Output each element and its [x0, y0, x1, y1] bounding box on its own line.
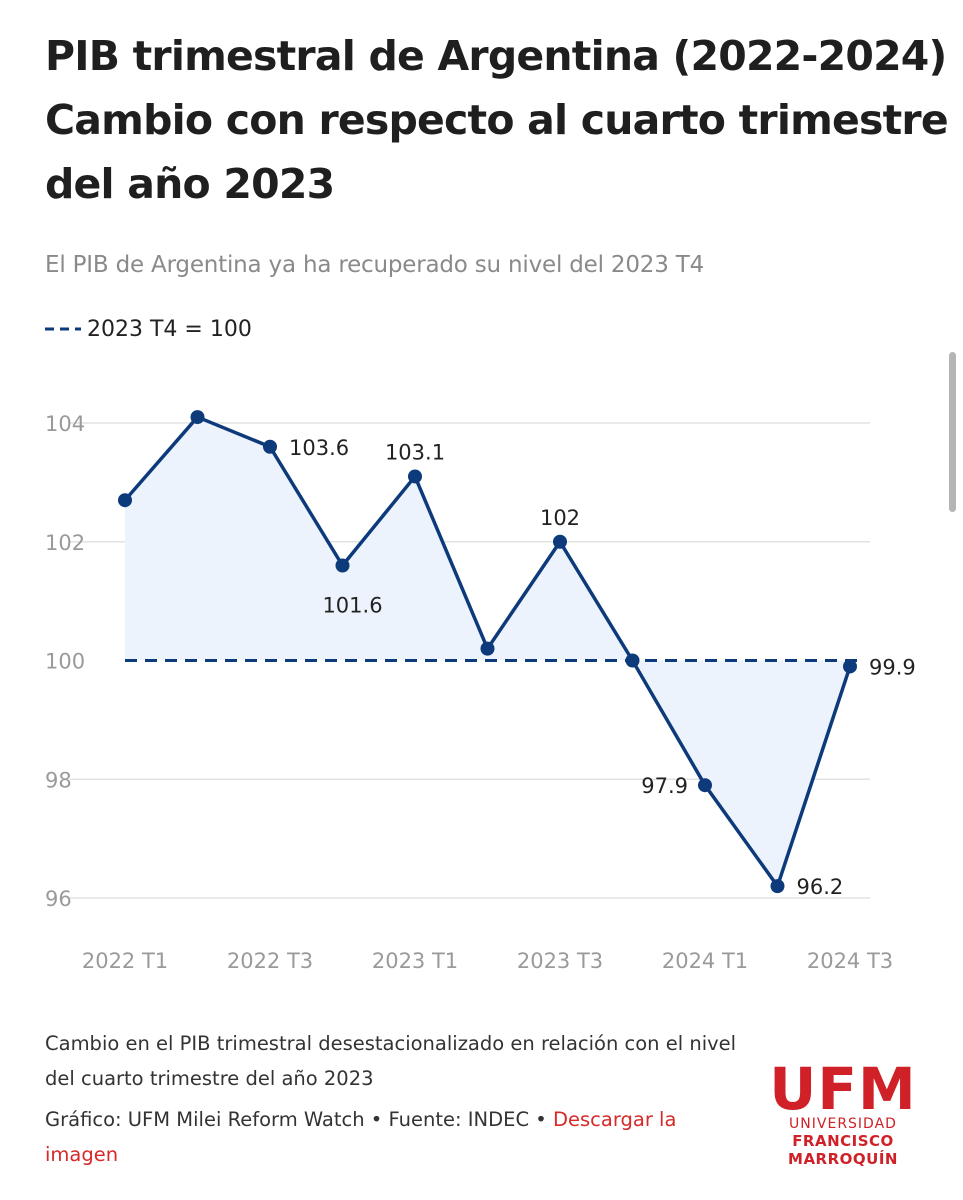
chart-title-line-1: PIB trimestral de Argentina (2022-2024) [45, 32, 947, 80]
x-tick-label: 2023 T3 [517, 949, 603, 973]
chart-subtitle: El PIB de Argentina ya ha recuperado su … [45, 252, 705, 278]
x-tick-label: 2024 T1 [662, 949, 748, 973]
ufm-logo: UFM UNIVERSIDAD FRANCISCO MARROQUÍN [768, 1055, 918, 1168]
dashed-line-icon [45, 327, 81, 331]
y-tick-label: 100 [45, 650, 85, 674]
line-chart: 96 98 100 102 104 103.6 101.6 103.1 102 97.9 96.2 9… [45, 410, 916, 973]
data-label: 99.9 [869, 655, 916, 679]
data-point [408, 469, 422, 484]
data-label: 102 [540, 506, 580, 530]
data-point [553, 534, 567, 549]
data-label: 103.6 [289, 436, 349, 460]
x-tick-label: 2023 T1 [372, 949, 458, 973]
y-tick-label: 98 [45, 768, 72, 792]
chart-title-line-3: del año 2023 [45, 160, 335, 208]
legend: 2023 T4 = 100 [45, 312, 252, 346]
data-point [190, 410, 205, 425]
data-point [263, 439, 277, 454]
data-point [843, 659, 857, 674]
y-tick-label: 104 [45, 412, 85, 436]
data-point [480, 641, 495, 656]
logo-line-3: MARROQUÍN [788, 1150, 898, 1168]
x-tick-label: 2022 T3 [227, 949, 313, 973]
y-tick-label: 102 [45, 531, 85, 555]
footer-notes: Cambio en el PIB trimestral desestaciona… [45, 1026, 745, 1172]
data-point [770, 879, 785, 894]
data-label: 97.9 [641, 774, 688, 798]
data-point [118, 493, 132, 508]
data-point [698, 778, 712, 793]
data-label: 103.1 [385, 440, 445, 464]
data-point [625, 653, 640, 668]
data-label: 96.2 [797, 875, 844, 899]
logo-line-2: FRANCISCO [792, 1132, 894, 1150]
chart-title-line-2: Cambio con respecto al cuarto trimestre [45, 96, 949, 144]
x-tick-label: 2022 T1 [82, 949, 168, 973]
scrollbar[interactable] [949, 352, 956, 512]
footer-note: Cambio en el PIB trimestral desestaciona… [45, 1032, 737, 1090]
logo-line-1: UNIVERSIDAD [789, 1116, 897, 1132]
source-text: Gráfico: UFM Milei Reform Watch • Fuente… [45, 1108, 553, 1131]
footer-source: Gráfico: UFM Milei Reform Watch • Fuente… [45, 1102, 745, 1172]
logo-main-text: UFM [769, 1055, 917, 1123]
y-tick-label: 96 [45, 887, 72, 911]
download-image-link[interactable]: Descargar la imagen [45, 1108, 677, 1166]
data-label: 101.6 [322, 594, 382, 618]
x-tick-label: 2024 T3 [807, 949, 893, 973]
data-point [335, 558, 350, 573]
chart-title: PIB trimestral de Argentina (2022-2024) … [45, 24, 949, 216]
legend-label: 2023 T4 = 100 [87, 316, 252, 342]
